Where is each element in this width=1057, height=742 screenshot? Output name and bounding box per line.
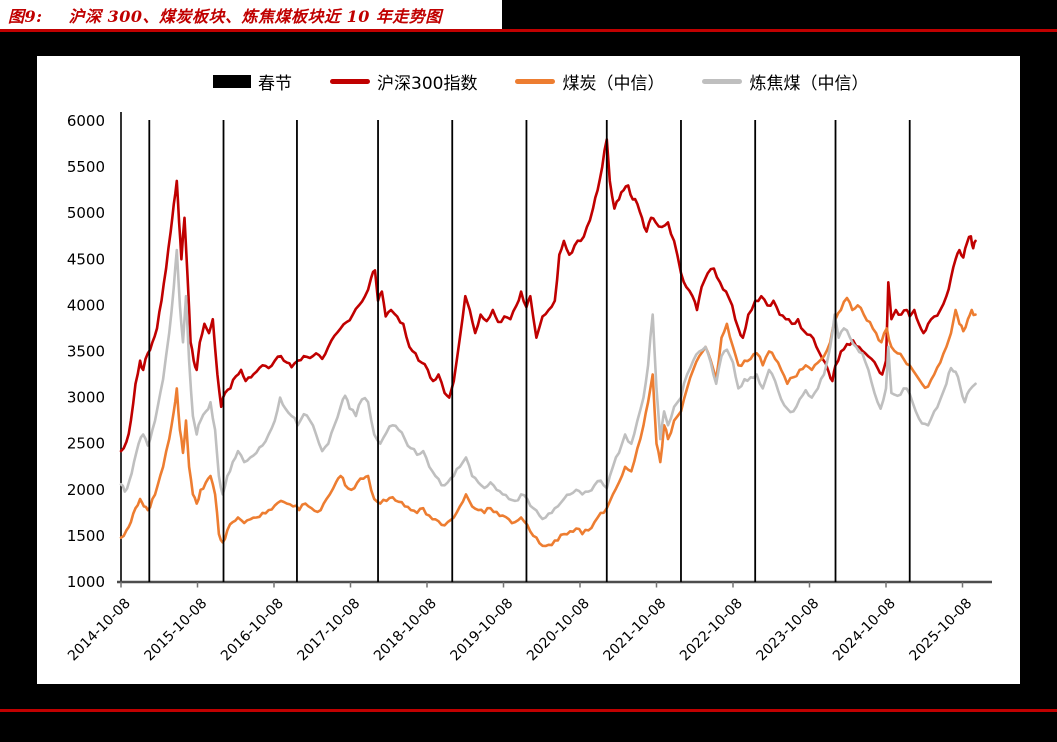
svg-text:2025-10-08: 2025-10-08 (906, 596, 975, 665)
chart-legend: 春节 沪深300指数 煤炭（中信） 炼焦煤（中信） (213, 69, 868, 94)
svg-text:5000: 5000 (67, 204, 105, 222)
svg-text:4500: 4500 (67, 250, 105, 268)
svg-text:1500: 1500 (67, 527, 105, 545)
x-axis-ticks (120, 582, 964, 588)
svg-text:2021-10-08: 2021-10-08 (600, 596, 669, 665)
legend-item-coking-coal: 炼焦煤（中信） (702, 69, 868, 94)
spring-festival-bar-swatch (213, 75, 251, 88)
svg-text:1000: 1000 (67, 573, 105, 591)
series-line (119, 138, 977, 453)
svg-text:3000: 3000 (67, 389, 105, 407)
csi300-line-swatch (330, 79, 370, 84)
svg-text:2017-10-08: 2017-10-08 (294, 596, 363, 665)
x-axis-labels: 2014-10-08 2015-10-08 2016-10-08 2017-10-08… (65, 596, 975, 665)
svg-text:2015-10-08: 2015-10-08 (141, 596, 210, 665)
coking-coal-line-swatch (702, 79, 743, 84)
series-line (119, 248, 977, 521)
svg-text:6000: 6000 (67, 112, 105, 130)
figure-title: 沪深 300、煤炭板块、炼焦煤板块近 10 年走势图 (68, 6, 442, 26)
series-line (119, 296, 977, 548)
svg-text:4000: 4000 (67, 296, 105, 314)
svg-text:2023-10-08: 2023-10-08 (753, 596, 822, 665)
svg-text:2014-10-08: 2014-10-08 (65, 596, 134, 665)
svg-text:2018-10-08: 2018-10-08 (371, 596, 440, 665)
svg-text:2024-10-08: 2024-10-08 (830, 596, 899, 665)
coal-line-swatch (515, 79, 556, 84)
figure-number-label: 图9: (8, 6, 43, 26)
svg-text:2020-10-08: 2020-10-08 (524, 596, 593, 665)
legend-label: 沪深300指数 (377, 74, 478, 94)
svg-text:2022-10-08: 2022-10-08 (677, 596, 746, 665)
chart-panel: 春节 沪深300指数 煤炭（中信） 炼焦煤（中信） 1000 1500 2000 25… (37, 56, 1020, 684)
y-axis-labels: 1000 1500 2000 2500 3000 3500 4000 4500 5000 5500… (67, 112, 105, 591)
legend-label: 春节 (258, 74, 292, 94)
top-red-rule (0, 29, 1057, 32)
svg-text:2000: 2000 (67, 481, 105, 499)
figure-title-block: 图9: 沪深 300、煤炭板块、炼焦煤板块近 10 年走势图 (0, 0, 502, 29)
legend-label: 煤炭（中信） (562, 74, 665, 94)
svg-text:2500: 2500 (67, 435, 105, 453)
svg-text:3500: 3500 (67, 343, 105, 361)
legend-item-csi300: 沪深300指数 (330, 69, 477, 94)
bottom-red-rule (0, 709, 1057, 712)
trend-line-chart: 1000 1500 2000 2500 3000 3500 4000 4500 5000 5500… (65, 112, 992, 665)
svg-text:5500: 5500 (67, 158, 105, 176)
legend-label: 炼焦煤（中信） (749, 74, 869, 94)
spring-festival-lines (148, 120, 911, 582)
svg-text:2016-10-08: 2016-10-08 (218, 596, 287, 665)
legend-item-spring-festival: 春节 (213, 69, 292, 94)
svg-text:2019-10-08: 2019-10-08 (447, 596, 516, 665)
legend-item-coal: 煤炭（中信） (515, 69, 664, 94)
